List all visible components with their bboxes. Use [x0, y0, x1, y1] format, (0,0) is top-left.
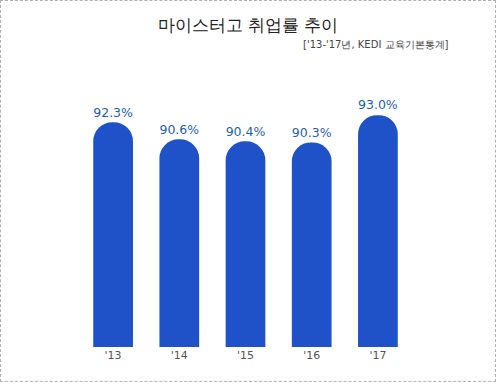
svg-text:90.4%: 90.4% [226, 124, 266, 139]
svg-text:'13: '13 [105, 349, 122, 362]
svg-text:'16: '16 [303, 349, 320, 362]
svg-text:90.3%: 90.3% [292, 125, 332, 140]
svg-text:'15: '15 [237, 349, 254, 362]
svg-text:90.6%: 90.6% [159, 122, 199, 137]
svg-text:['13-'17년, KEDI 교육기본통계]: ['13-'17년, KEDI 교육기본통계] [303, 39, 449, 50]
svg-text:92.3%: 92.3% [93, 105, 133, 120]
svg-text:'14: '14 [171, 349, 188, 362]
svg-text:93.0%: 93.0% [358, 97, 398, 112]
svg-text:마이스터고 취업률 추이: 마이스터고 취업률 추이 [158, 15, 339, 35]
svg-text:'17: '17 [369, 349, 386, 362]
